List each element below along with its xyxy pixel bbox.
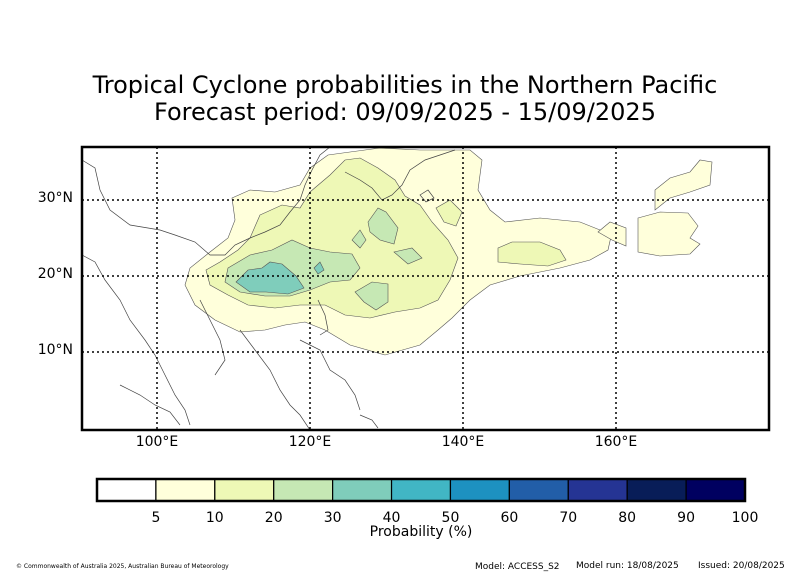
colorbar-tick-label: 5 — [151, 510, 161, 526]
model-run-date: Model run: 18/08/2025 — [576, 561, 679, 571]
colorbar-tick-label: 70 — [559, 510, 578, 526]
prob-20-30-east — [393, 247, 423, 265]
issued-date: Issued: 20/08/2025 — [698, 561, 785, 571]
colorbar-tick-label: 90 — [677, 510, 695, 526]
colorbar-tick-label: 40 — [382, 510, 401, 526]
prob-5-10-east-3 — [597, 221, 627, 247]
prob-5-10-east-2 — [637, 211, 701, 257]
colorbar-tick-label: 30 — [323, 510, 342, 526]
prob-10-20-east — [497, 241, 567, 267]
lon-label-100e: 100°E — [135, 434, 179, 450]
prob-30-40-dot — [313, 261, 325, 275]
colorbar-tick-label: 20 — [264, 510, 283, 526]
colorbar-label: Probability (%) — [369, 524, 473, 540]
forecast-period: Forecast period: 09/09/2025 - 15/09/2025 — [154, 98, 656, 126]
colorbar-tick-label: 10 — [205, 510, 224, 526]
colorbar-tick-label: 80 — [618, 510, 637, 526]
lat-label-20n: 20°N — [37, 266, 73, 282]
lon-label-120e: 120°E — [288, 434, 332, 450]
prob-20-30-north — [367, 207, 399, 245]
colorbar-tick-label: 50 — [441, 510, 460, 526]
gridlines — [82, 147, 769, 430]
colorbar-tick-label: 60 — [500, 510, 519, 526]
prob-20-30-dot — [351, 229, 367, 249]
copyright-note: © Commonwealth of Australia 2025, Austra… — [16, 563, 229, 570]
lon-label-160e: 160°E — [594, 434, 638, 450]
chart-title: Tropical Cyclone probabilities in the No… — [92, 71, 718, 99]
lat-label-30n: 30°N — [37, 190, 73, 206]
lon-label-140e: 140°E — [441, 434, 485, 450]
prob-20-30-south — [354, 281, 389, 311]
lat-label-10n: 10°N — [37, 342, 73, 358]
prob-10-20-small — [435, 199, 463, 227]
prob-5-10-east-1 — [654, 159, 713, 211]
model-name: Model: ACCESS_S2 — [475, 562, 560, 572]
colorbar-tick-label: 100 — [731, 510, 759, 526]
prob-30-40-region — [235, 261, 305, 295]
coastlines — [82, 147, 456, 430]
map-frame — [80, 145, 771, 432]
